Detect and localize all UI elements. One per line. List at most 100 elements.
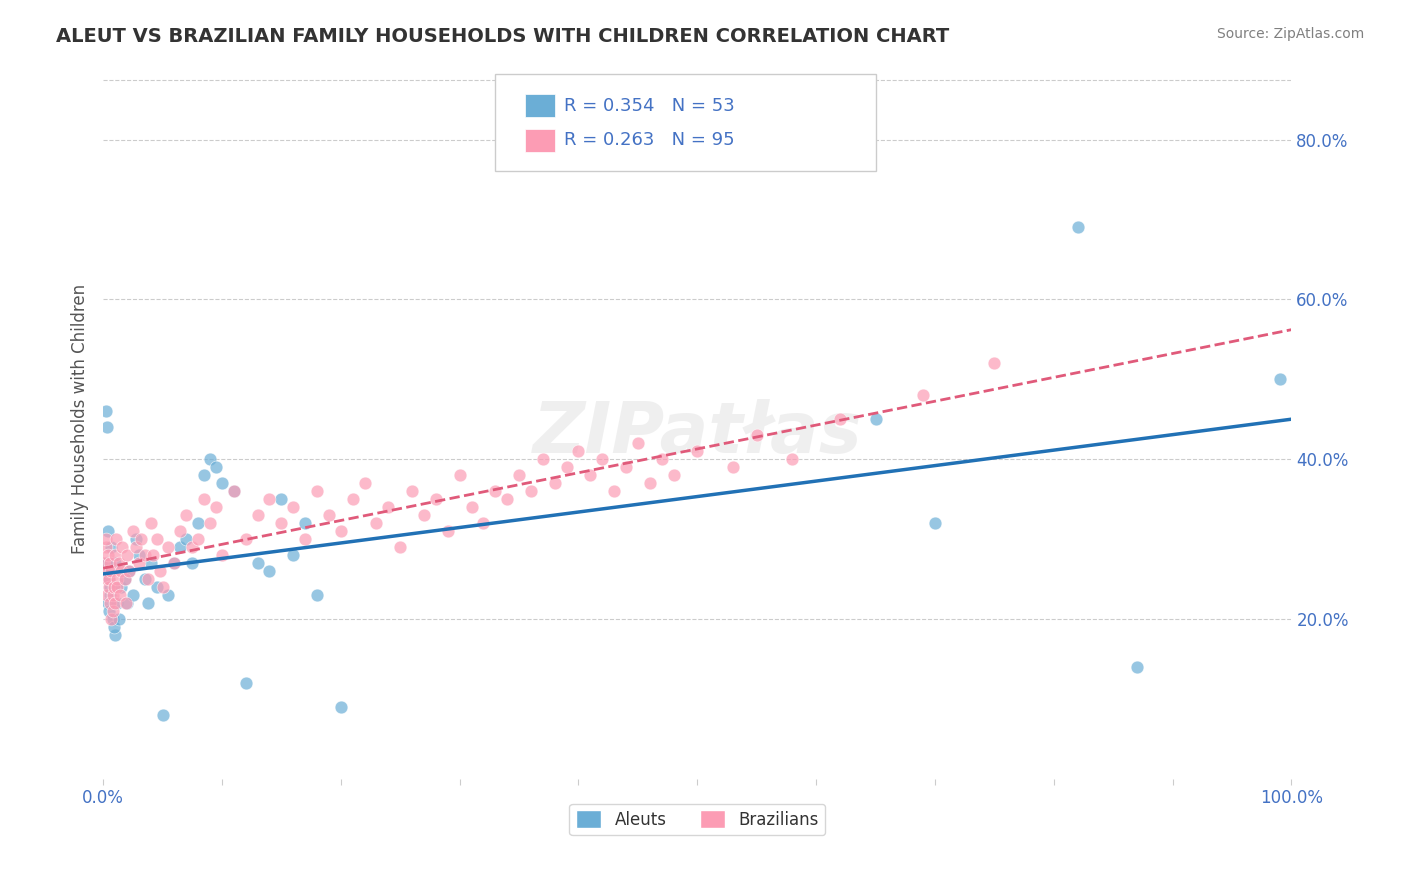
Point bbox=[98, 572, 121, 586]
Point bbox=[187, 532, 209, 546]
Point bbox=[176, 532, 198, 546]
Point bbox=[152, 708, 174, 723]
Point bbox=[745, 428, 768, 442]
Point bbox=[98, 572, 121, 586]
Point bbox=[96, 420, 118, 434]
Point bbox=[97, 524, 120, 538]
Point bbox=[93, 556, 115, 570]
Point bbox=[107, 612, 129, 626]
Point bbox=[107, 556, 129, 570]
Point bbox=[98, 604, 121, 618]
Point bbox=[305, 484, 328, 499]
Point bbox=[110, 564, 132, 578]
Point bbox=[94, 540, 117, 554]
Point bbox=[98, 580, 121, 594]
FancyBboxPatch shape bbox=[495, 74, 876, 171]
Point bbox=[211, 548, 233, 562]
Text: ALEUT VS BRAZILIAN FAMILY HOUSEHOLDS WITH CHILDREN CORRELATION CHART: ALEUT VS BRAZILIAN FAMILY HOUSEHOLDS WIT… bbox=[56, 27, 949, 45]
Point bbox=[104, 628, 127, 642]
Point bbox=[104, 596, 127, 610]
Point bbox=[1268, 372, 1291, 386]
Point bbox=[134, 572, 156, 586]
Point bbox=[193, 468, 215, 483]
Point bbox=[121, 524, 143, 538]
Point bbox=[187, 516, 209, 531]
Point bbox=[98, 588, 121, 602]
Point bbox=[449, 468, 471, 483]
FancyBboxPatch shape bbox=[524, 128, 555, 152]
Point bbox=[157, 588, 180, 602]
Point bbox=[259, 492, 281, 507]
Point bbox=[638, 476, 661, 491]
Point bbox=[105, 532, 128, 546]
Point bbox=[96, 572, 118, 586]
Point bbox=[145, 532, 167, 546]
Point bbox=[1126, 660, 1149, 674]
Point bbox=[912, 388, 935, 402]
Point bbox=[627, 436, 650, 450]
Point bbox=[294, 516, 316, 531]
Point bbox=[651, 452, 673, 467]
Point bbox=[413, 508, 436, 523]
Point bbox=[283, 500, 305, 515]
Point bbox=[104, 556, 127, 570]
Point bbox=[97, 548, 120, 562]
Point bbox=[389, 540, 412, 554]
Point bbox=[152, 580, 174, 594]
Point bbox=[149, 564, 172, 578]
Point bbox=[169, 524, 191, 538]
Point bbox=[828, 412, 851, 426]
Point bbox=[125, 540, 148, 554]
Point bbox=[460, 500, 482, 515]
Point bbox=[579, 468, 602, 483]
Point bbox=[103, 620, 125, 634]
Point bbox=[924, 516, 946, 531]
Point bbox=[603, 484, 626, 499]
Point bbox=[176, 508, 198, 523]
Point bbox=[425, 492, 447, 507]
Point bbox=[353, 476, 375, 491]
Point bbox=[591, 452, 613, 467]
Text: Source: ZipAtlas.com: Source: ZipAtlas.com bbox=[1216, 27, 1364, 41]
Point bbox=[520, 484, 543, 499]
Point bbox=[111, 540, 134, 554]
Point bbox=[294, 532, 316, 546]
Point bbox=[662, 468, 685, 483]
Point bbox=[97, 596, 120, 610]
Point bbox=[555, 460, 578, 475]
Point bbox=[157, 540, 180, 554]
Point bbox=[105, 596, 128, 610]
Point bbox=[101, 604, 124, 618]
Point bbox=[118, 564, 141, 578]
Point bbox=[198, 452, 221, 467]
Point bbox=[110, 580, 132, 594]
Point bbox=[544, 476, 567, 491]
Point bbox=[100, 612, 122, 626]
Point bbox=[128, 556, 150, 570]
Point bbox=[128, 548, 150, 562]
Point bbox=[211, 476, 233, 491]
Point bbox=[377, 500, 399, 515]
Point bbox=[246, 508, 269, 523]
Point bbox=[193, 492, 215, 507]
Point bbox=[1066, 220, 1088, 235]
Point bbox=[101, 612, 124, 626]
Point bbox=[98, 580, 121, 594]
Point bbox=[136, 596, 159, 610]
Point bbox=[139, 556, 162, 570]
Point bbox=[114, 596, 136, 610]
Point bbox=[98, 564, 121, 578]
Point bbox=[163, 556, 186, 570]
Point bbox=[484, 484, 506, 499]
Text: R = 0.263   N = 95: R = 0.263 N = 95 bbox=[564, 131, 735, 149]
Point bbox=[205, 460, 228, 475]
Point bbox=[181, 556, 204, 570]
Point bbox=[100, 540, 122, 554]
Point bbox=[983, 356, 1005, 370]
Point bbox=[142, 548, 165, 562]
Point bbox=[145, 580, 167, 594]
Point bbox=[342, 492, 364, 507]
FancyBboxPatch shape bbox=[524, 95, 555, 117]
Point bbox=[270, 492, 292, 507]
Point bbox=[329, 700, 352, 714]
